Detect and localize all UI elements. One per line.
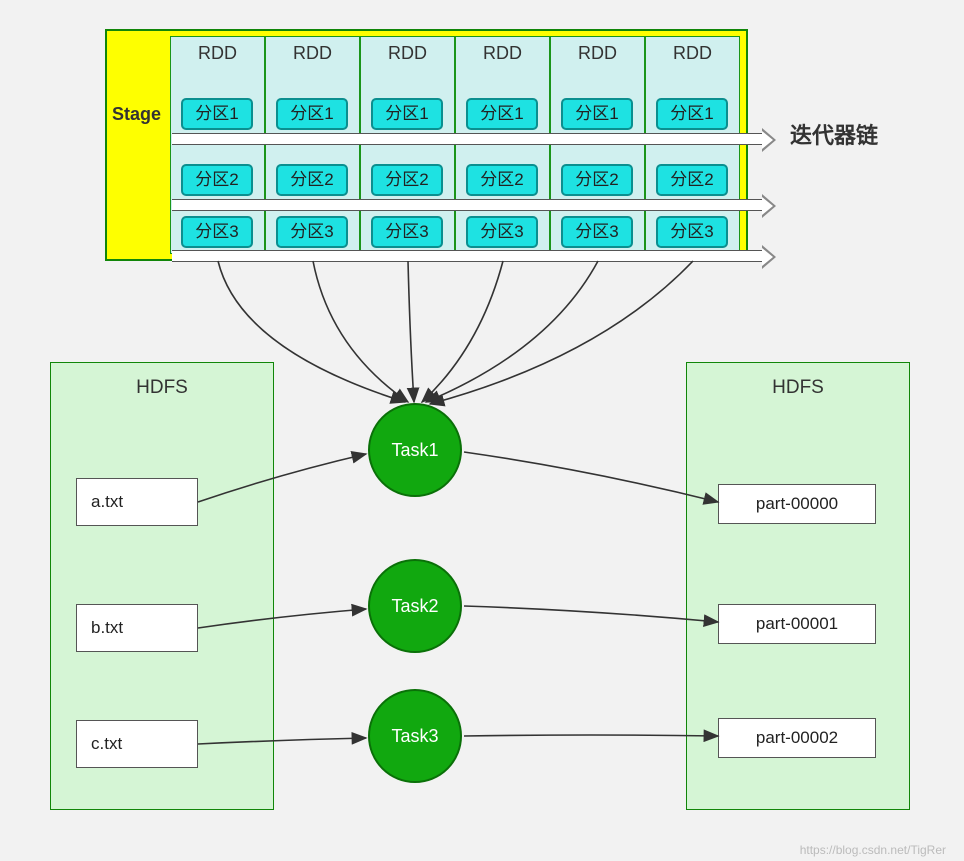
partition-cell: 分区2 <box>181 164 253 196</box>
partition-cell: 分区3 <box>656 216 728 248</box>
hdfs-left-title: HDFS <box>51 363 273 399</box>
rdd-header: RDD <box>456 37 549 68</box>
partition-cell: 分区2 <box>656 164 728 196</box>
partition-cell: 分区3 <box>561 216 633 248</box>
partition-cell: 分区1 <box>656 98 728 130</box>
iterator-arrow-2 <box>172 199 764 211</box>
task1-node: Task1 <box>368 403 462 497</box>
watermark: https://blog.csdn.net/TigRer <box>800 843 946 857</box>
stage-label: Stage <box>112 104 161 125</box>
partition-cell: 分区3 <box>181 216 253 248</box>
partition-cell: 分区1 <box>371 98 443 130</box>
iterator-chain-label: 迭代器链 <box>790 118 878 150</box>
partition-cell: 分区2 <box>466 164 538 196</box>
task3-node: Task3 <box>368 689 462 783</box>
rdd-header: RDD <box>171 37 264 68</box>
rdd-header: RDD <box>266 37 359 68</box>
part-00002: part-00002 <box>718 718 876 758</box>
partition-cell: 分区3 <box>276 216 348 248</box>
partition-cell: 分区1 <box>561 98 633 130</box>
partition-cell: 分区1 <box>466 98 538 130</box>
partition-cell: 分区3 <box>371 216 443 248</box>
rdd-header: RDD <box>646 37 739 68</box>
file-a: a.txt <box>76 478 198 526</box>
partition-cell: 分区1 <box>181 98 253 130</box>
file-c: c.txt <box>76 720 198 768</box>
partition-cell: 分区1 <box>276 98 348 130</box>
partition-cell: 分区2 <box>276 164 348 196</box>
part-00001: part-00001 <box>718 604 876 644</box>
part-00000: part-00000 <box>718 484 876 524</box>
partition-cell: 分区2 <box>561 164 633 196</box>
iterator-arrow-3 <box>172 250 764 262</box>
rdd-header: RDD <box>361 37 454 68</box>
hdfs-right-title: HDFS <box>687 363 909 399</box>
iterator-arrow-1 <box>172 133 764 145</box>
partition-cell: 分区2 <box>371 164 443 196</box>
file-b: b.txt <box>76 604 198 652</box>
task2-node: Task2 <box>368 559 462 653</box>
rdd-header: RDD <box>551 37 644 68</box>
partition-cell: 分区3 <box>466 216 538 248</box>
